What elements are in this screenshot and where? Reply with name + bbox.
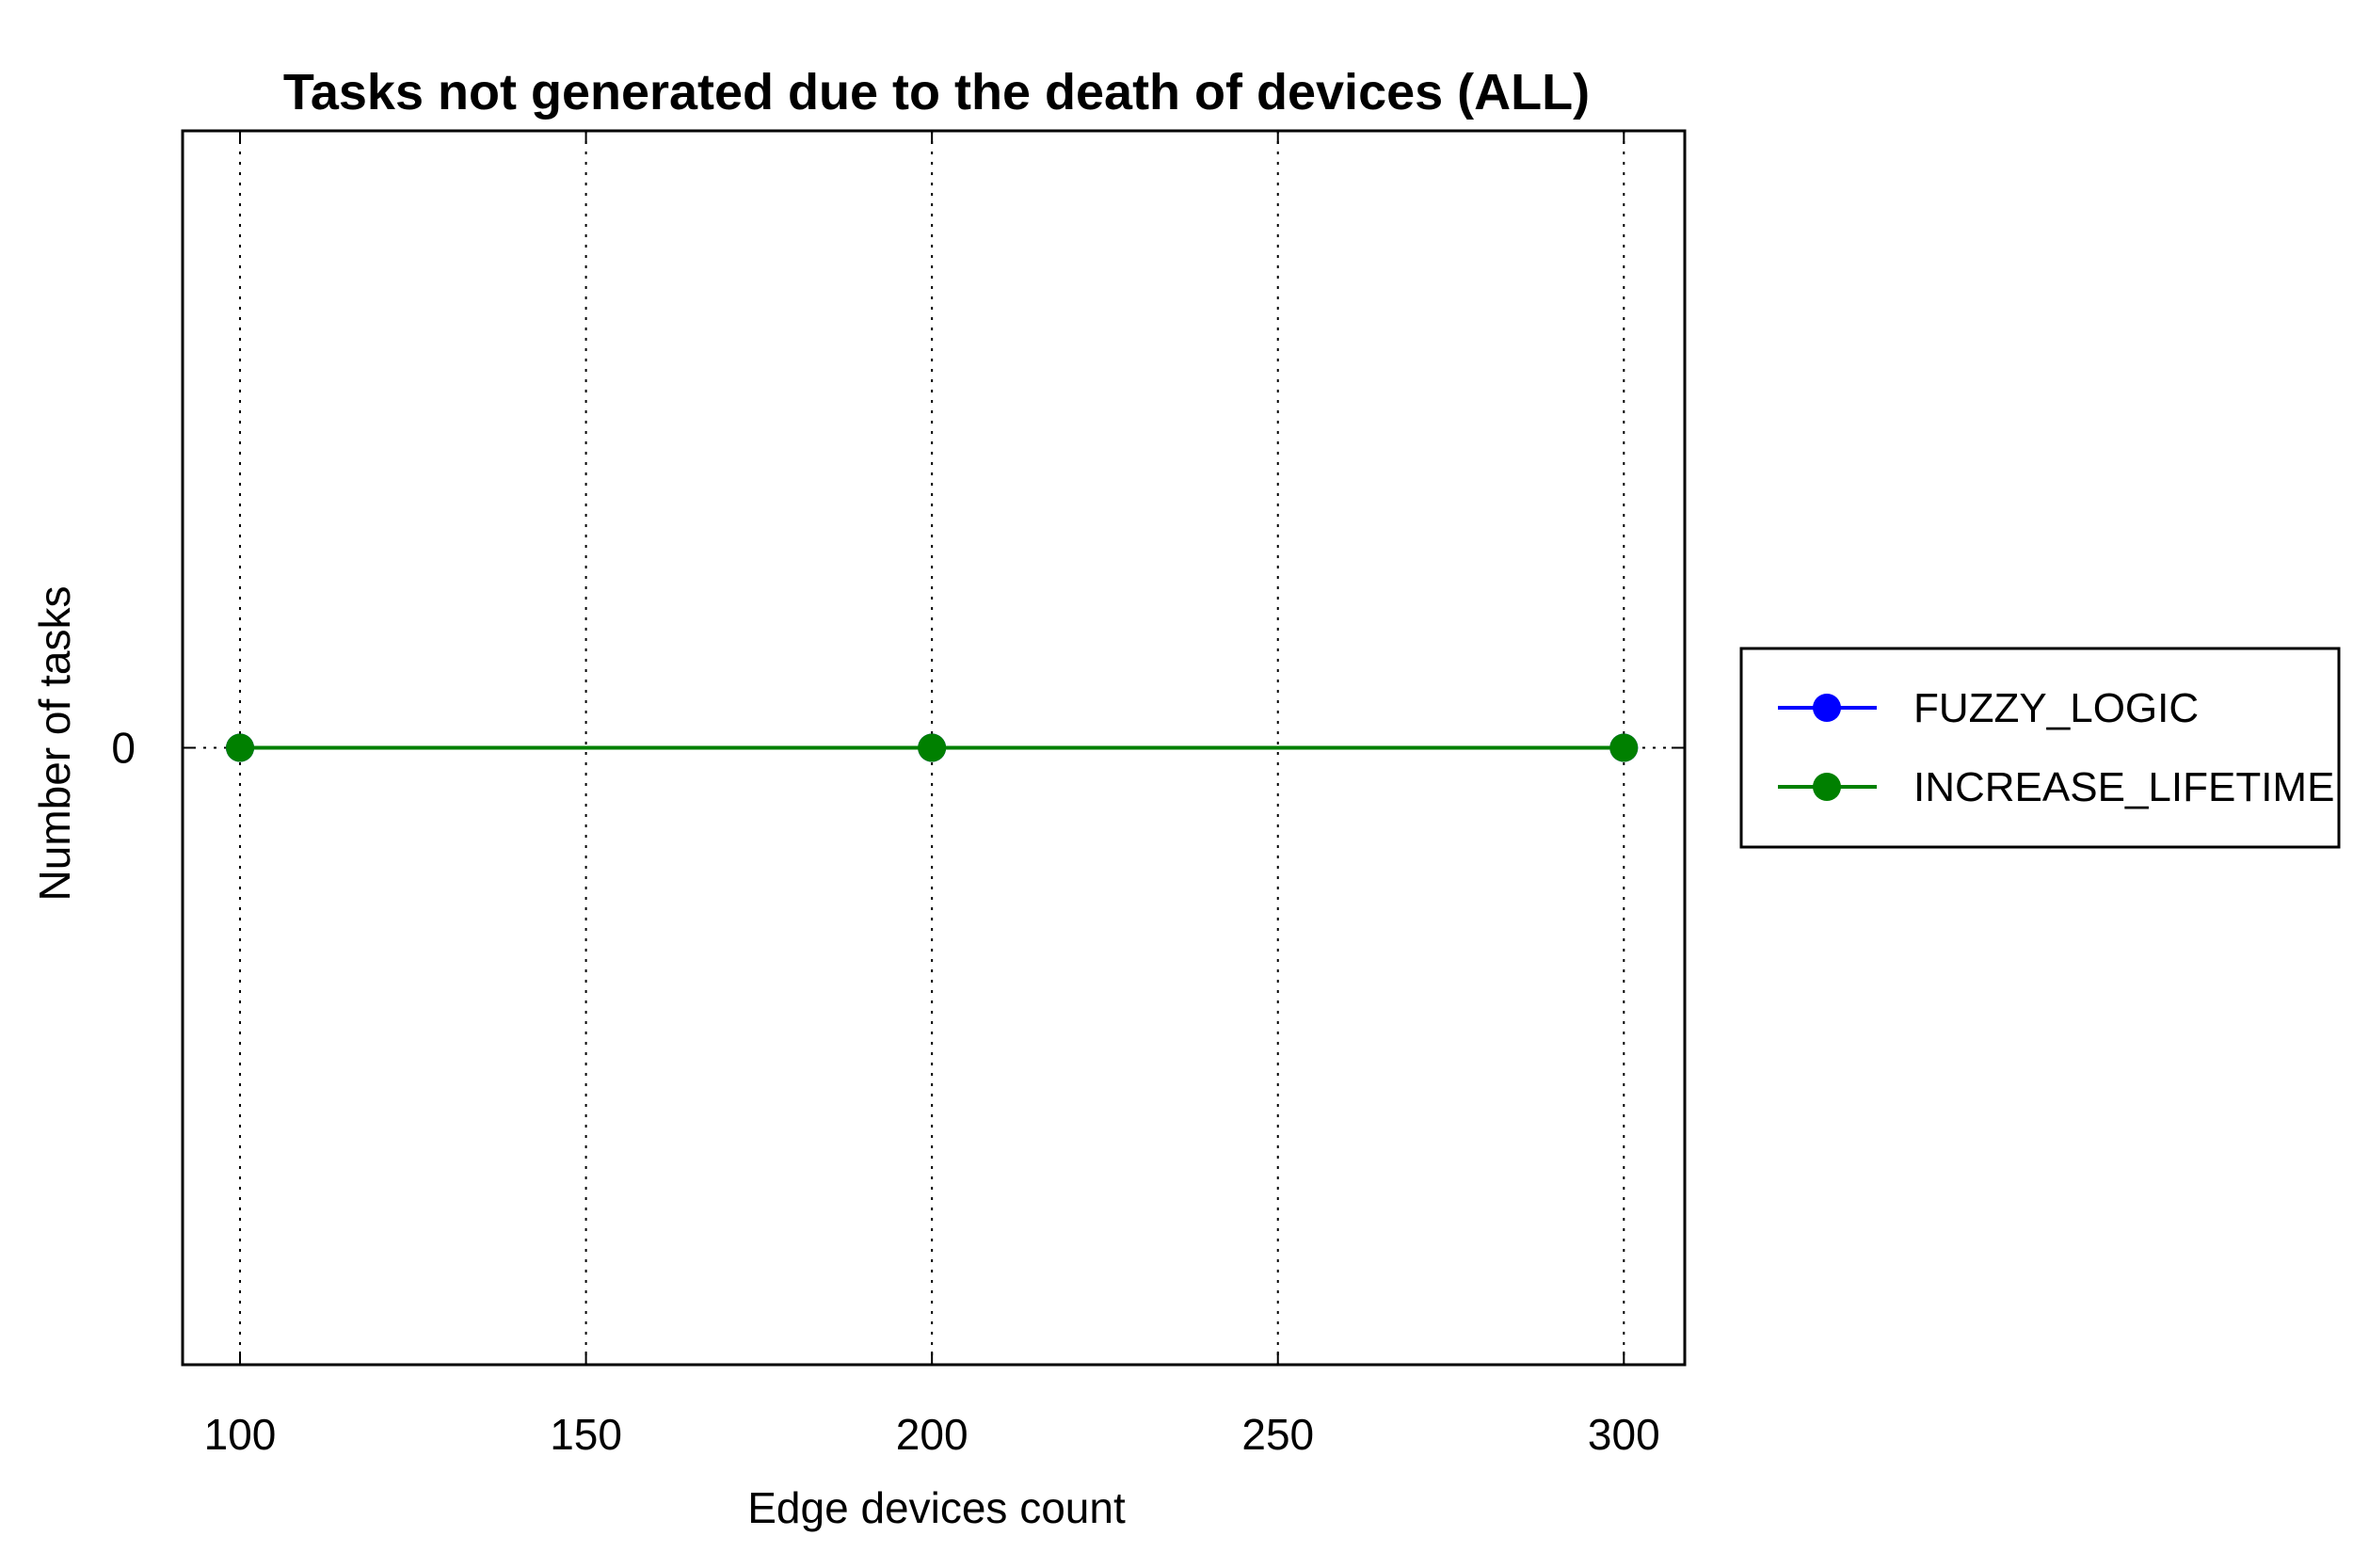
y-tick-label: 0 (111, 724, 136, 773)
series-layer (226, 733, 1639, 762)
data-point (226, 733, 255, 762)
x-tick-label: 200 (896, 1410, 968, 1459)
chart-title: Tasks not generated due to the death of … (283, 64, 1590, 120)
legend-marker (1813, 773, 1841, 801)
x-tick-label: 250 (1241, 1410, 1314, 1459)
legend-label: INCREASE_LIFETIME (1913, 764, 2334, 810)
legend-marker (1813, 694, 1841, 722)
legend-label: FUZZY_LOGIC (1913, 685, 2199, 731)
legend: FUZZY_LOGIC INCREASE_LIFETIME (1739, 647, 2341, 849)
x-axis-label: Edge devices count (747, 1483, 1126, 1532)
axis-ticks: 100 150 200 250 300 0 (111, 131, 1685, 1459)
legend-box (1739, 647, 2341, 849)
x-tick-label: 150 (550, 1410, 622, 1459)
series-increase-lifetime (226, 733, 1639, 762)
x-tick-label: 100 (204, 1410, 277, 1459)
data-point (918, 733, 947, 762)
legend-item: INCREASE_LIFETIME (1778, 764, 2334, 810)
y-axis-label: Number of tasks (30, 586, 79, 902)
legend-item: FUZZY_LOGIC (1778, 685, 2199, 731)
data-point (1609, 733, 1639, 762)
x-tick-label: 300 (1588, 1410, 1660, 1459)
